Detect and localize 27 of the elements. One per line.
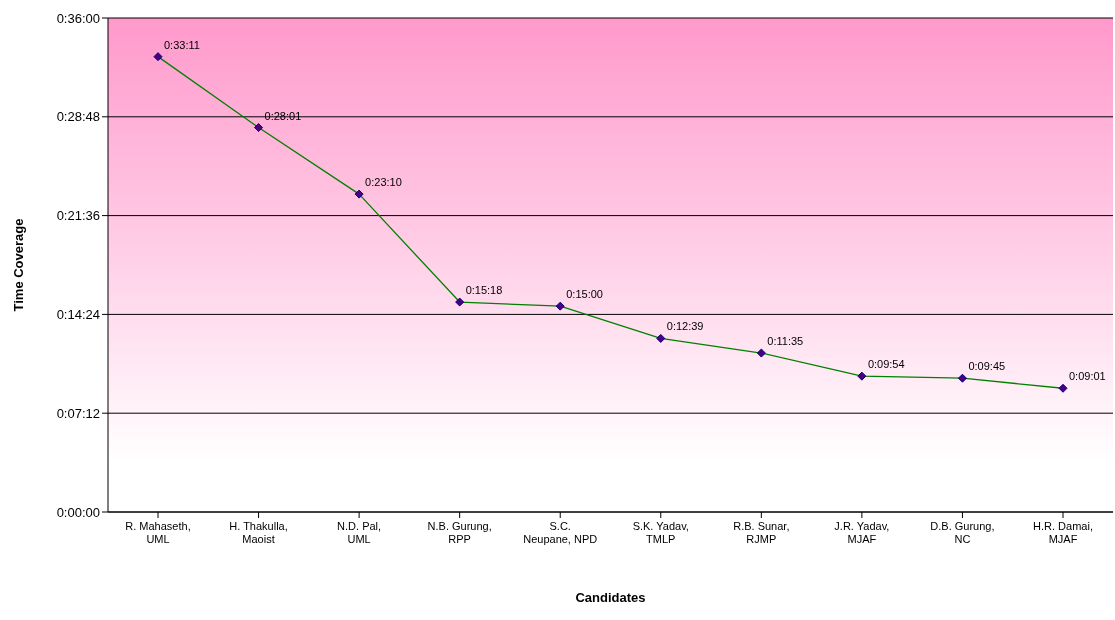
data-label: 0:09:01 [1069, 370, 1106, 383]
data-label: 0:09:45 [968, 360, 1006, 373]
y-tick-label: 0:21:36 [56, 208, 100, 224]
x-tick-label: R.B. Sunar, RJMP [733, 520, 790, 545]
data-label: 0:15:00 [566, 288, 603, 301]
data-label: 0:09:54 [867, 358, 905, 371]
y-tick-label: 0:28:48 [56, 109, 100, 125]
data-label: 0:15:18 [465, 284, 503, 297]
x-tick-label: J.R. Yadav, MJAF [834, 520, 890, 545]
x-tick-label: S.K. Yadav, TMLP [632, 520, 689, 545]
y-tick-label: 0:36:00 [56, 10, 100, 26]
x-tick-label: D.B. Gurung, NC [930, 520, 995, 545]
data-label: 0:11:35 [767, 335, 804, 348]
x-tick-label: H.R. Damai, MJAF [1033, 520, 1093, 545]
data-label: 0:23:10 [365, 176, 402, 189]
data-label: 0:33:11 [164, 38, 200, 51]
x-tick-label: H. Thakulla, Maoist [229, 520, 288, 545]
x-tick-label: S.C. Neupane, NPD [523, 520, 598, 545]
y-tick-label: 0:14:24 [56, 307, 100, 323]
x-tick-label: N.B. Gurung, RPP [427, 520, 492, 545]
x-tick-label: N.D. Pal, UML [337, 520, 382, 545]
data-label: 0:12:39 [666, 320, 704, 333]
x-axis-title: Candidates [575, 590, 646, 605]
y-tick-label: 0:07:12 [56, 405, 100, 421]
y-tick-label: 0:00:00 [56, 504, 100, 520]
x-tick-label: R. Mahaseth, UML [125, 520, 191, 545]
y-axis-title: Time Coverage [10, 218, 26, 312]
